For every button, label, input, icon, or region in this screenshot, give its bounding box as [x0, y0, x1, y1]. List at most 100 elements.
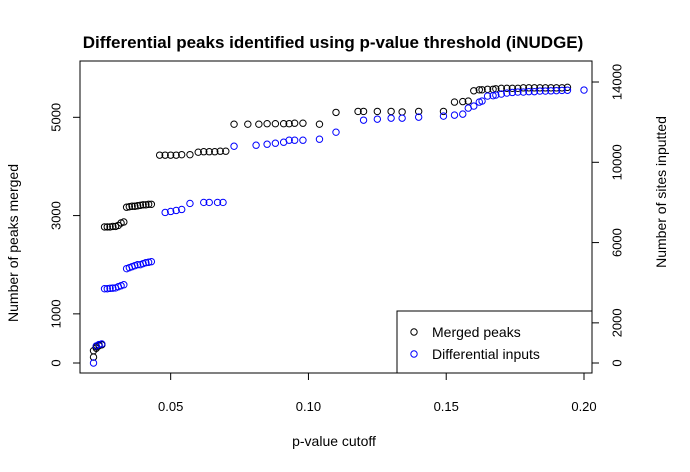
differential-inputs-point [213, 198, 222, 207]
x-tick-label: 0.05 [158, 399, 183, 414]
merged-peaks-point [497, 84, 506, 93]
differential-inputs-point [373, 115, 382, 123]
merged-peaks-point [144, 200, 153, 208]
differential-inputs-point [133, 260, 142, 269]
differential-inputs-point [263, 140, 271, 148]
merged-peaks-point [563, 83, 572, 92]
y-left-tick-label: 3000 [49, 201, 64, 230]
merged-peaks-point [216, 147, 224, 155]
differential-inputs-point [219, 198, 227, 207]
merged-peaks-point [136, 201, 145, 209]
differential-inputs-point [230, 142, 238, 150]
y-right-tick-label: 0 [610, 359, 625, 366]
merged-peaks-point [299, 119, 307, 127]
differential-inputs-point [186, 199, 194, 208]
merged-peaks-point [387, 107, 395, 116]
differential-inputs-point [503, 89, 511, 97]
x-tick-label: 0.15 [434, 399, 459, 414]
merged-peaks-point [503, 84, 511, 93]
differential-inputs-point [177, 205, 186, 214]
y-axis-left: 0 1000 3000 5000 [49, 103, 80, 367]
differential-inputs-point [492, 91, 500, 99]
differential-inputs-point [103, 285, 111, 293]
merged-peaks-point [155, 151, 164, 159]
y-axis-right: 0 2000 6000 10000 14000 [592, 64, 625, 367]
merged-peaks-point [475, 86, 483, 94]
merged-peaks-point [194, 148, 202, 156]
merged-peaks-point [354, 107, 362, 116]
merged-peaks-point [525, 84, 533, 92]
merged-peaks-point [514, 84, 522, 93]
merged-peaks-point [508, 84, 517, 93]
merged-peaks-point [450, 98, 459, 106]
merged-peaks-point [131, 202, 139, 210]
differential-inputs-point [414, 113, 423, 121]
merged-peaks-point [536, 84, 544, 92]
x-tick-label: 0.20 [571, 399, 596, 414]
merged-peaks-point [285, 119, 293, 128]
merged-peaks-point [459, 97, 467, 106]
differential-inputs-point [459, 110, 467, 118]
differential-inputs-point [439, 112, 448, 120]
merged-peaks-point [222, 147, 230, 155]
merged-peaks-point [464, 97, 472, 105]
merged-peaks-point [125, 203, 134, 211]
differential-inputs-point [552, 86, 561, 95]
merged-peaks-point [211, 148, 219, 156]
differential-inputs-point [95, 340, 103, 349]
merged-peaks-point [315, 120, 324, 128]
legend-label-merged-peaks: Merged peaks [432, 324, 521, 340]
merged-peaks-point [255, 120, 263, 128]
merged-peaks-point [414, 107, 423, 116]
merged-peaks-point [230, 120, 238, 128]
merged-peaks-point [122, 203, 131, 211]
merged-peaks-point [205, 148, 213, 156]
merged-peaks-point [200, 148, 208, 156]
legend-marker-differential-inputs [410, 350, 418, 358]
differential-inputs-point [142, 258, 150, 267]
merged-peaks-point [142, 201, 150, 209]
merged-peaks-point [541, 84, 550, 92]
merged-peaks-point [166, 151, 175, 159]
merged-peaks-point [470, 87, 478, 95]
differential-inputs-point [470, 102, 478, 110]
y-right-tick-label: 6000 [610, 228, 625, 257]
x-tick-label: 0.10 [296, 399, 321, 414]
x-axis: 0.05 0.10 0.15 0.20 [158, 373, 597, 414]
merged-peaks-point [133, 202, 142, 210]
differential-inputs-point [541, 87, 550, 95]
differential-inputs-point [478, 97, 486, 105]
merged-peaks-point [398, 108, 406, 116]
differential-inputs-point [200, 198, 208, 207]
merged-peaks-point [359, 107, 368, 116]
differential-inputs-point [530, 87, 539, 96]
differential-inputs-point [98, 340, 106, 348]
differential-inputs-point [89, 359, 98, 367]
differential-inputs-point [315, 135, 324, 143]
merged-peaks-point [519, 84, 528, 92]
merged-peaks-point [106, 223, 114, 231]
x-axis-label: p-value cutoff [292, 433, 376, 449]
differential-inputs-point [558, 86, 566, 95]
merged-peaks-point [530, 84, 539, 92]
differential-inputs-point [489, 91, 497, 100]
data-points [89, 83, 588, 367]
merged-peaks-point [244, 120, 252, 128]
merged-peaks-point [100, 223, 109, 231]
differential-inputs-point [109, 284, 117, 292]
differential-inputs-point [332, 128, 340, 136]
merged-peaks-point [290, 119, 299, 127]
merged-peaks-point [147, 200, 156, 208]
y-left-tick-label: 1000 [49, 299, 64, 328]
differential-inputs-point [497, 90, 506, 98]
differential-inputs-point [519, 88, 528, 96]
merged-peaks-point [478, 86, 486, 94]
differential-inputs-point [359, 116, 368, 124]
merged-peaks-point [332, 108, 340, 117]
differential-inputs-point [147, 257, 156, 266]
y-right-tick-label: 10000 [610, 144, 625, 180]
differential-inputs-point [161, 208, 169, 217]
merged-peaks-point [172, 151, 180, 159]
y-axis-left-label: Number of peaks merged [5, 164, 21, 322]
